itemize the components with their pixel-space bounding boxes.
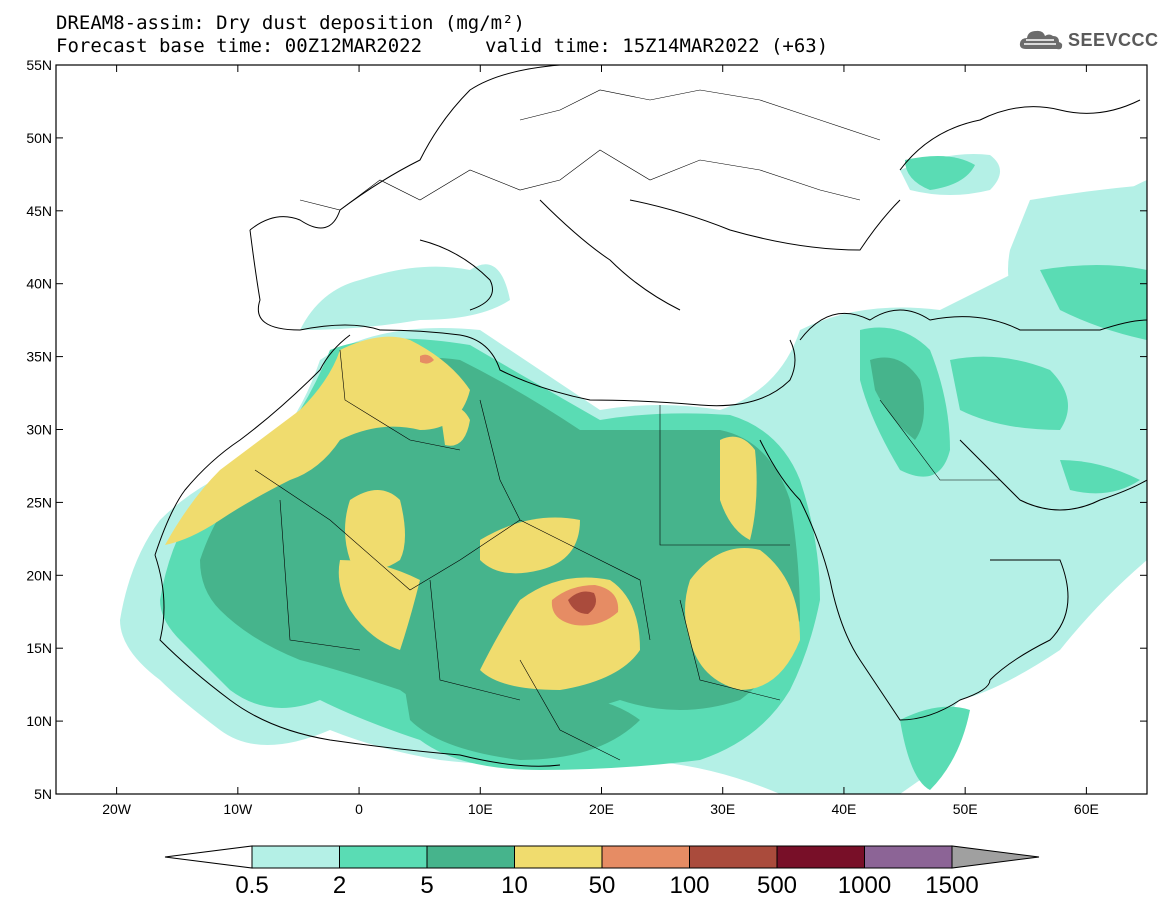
colorbar-label: 10 — [501, 872, 528, 899]
lat-label: 20N — [26, 567, 52, 583]
lon-label: 20E — [589, 801, 614, 817]
lon-label: 0 — [355, 801, 363, 817]
colorbar-label: 0.5 — [235, 872, 269, 899]
colorbar-label: 2 — [332, 872, 347, 899]
colorbar-segment — [339, 845, 428, 869]
lat-label: 10N — [26, 713, 52, 729]
colorbar-segment — [776, 845, 865, 869]
lat-label: 40N — [26, 276, 52, 292]
lon-label: 10W — [223, 801, 253, 817]
colorbar-segment — [426, 845, 515, 869]
logo-text: SEEVCCC — [1068, 29, 1159, 50]
colorbar-segment — [689, 845, 778, 869]
colorbar-label: 100 — [669, 872, 710, 899]
lat-label: 50N — [26, 130, 52, 146]
valid-time: valid time: 15Z14MAR2022 (+63) — [485, 35, 829, 57]
lon-label: 20W — [102, 801, 132, 817]
forecast-base-time: Forecast base time: 00Z12MAR2022 — [56, 35, 423, 57]
colorbar-label: 1500 — [925, 872, 979, 899]
latitude-labels: 55N 50N 45N 40N 35N 30N 25N 20N 15N 10N 5N — [26, 57, 52, 802]
lat-label: 55N — [26, 57, 52, 73]
colorbar-label: 500 — [756, 872, 798, 899]
coastlines — [154, 65, 1147, 767]
contour-100 — [568, 591, 596, 614]
lon-label: 40E — [831, 801, 856, 817]
axis-ticks — [56, 64, 1147, 795]
colorbar-segment — [514, 845, 603, 869]
colorbar-label: 50 — [588, 872, 616, 899]
dust-field — [120, 65, 1147, 794]
colorbar — [164, 845, 1040, 869]
lon-label: 10E — [468, 801, 493, 817]
cloud-icon — [1019, 30, 1063, 50]
seevccc-logo: SEEVCCC — [1018, 25, 1159, 55]
lat-label: 35N — [26, 349, 52, 365]
colorbar-label: 1000 — [837, 872, 892, 899]
lat-label: 45N — [26, 203, 52, 219]
lon-label: 30E — [710, 801, 735, 817]
colorbar-segment — [864, 845, 953, 869]
longitude-labels: 20W 10W 0 10E 20E 30E 40E 50E 60E — [102, 801, 1099, 817]
lat-label: 30N — [26, 422, 52, 438]
lon-label: 60E — [1074, 801, 1099, 817]
lat-label: 15N — [26, 640, 52, 656]
country-borders — [254, 89, 1000, 761]
colorbar-arrow-right — [951, 845, 1040, 869]
colorbar-segment — [251, 845, 340, 869]
lon-label: 50E — [953, 801, 978, 817]
lat-label: 25N — [26, 494, 52, 510]
lat-label: 5N — [34, 786, 52, 802]
colorbar-segment — [601, 845, 690, 869]
map-title: DREAM8-assim: Dry dust deposition (mg/m²… — [56, 12, 525, 34]
colorbar-label: 5 — [420, 872, 434, 899]
colorbar-arrow-left — [164, 845, 253, 869]
